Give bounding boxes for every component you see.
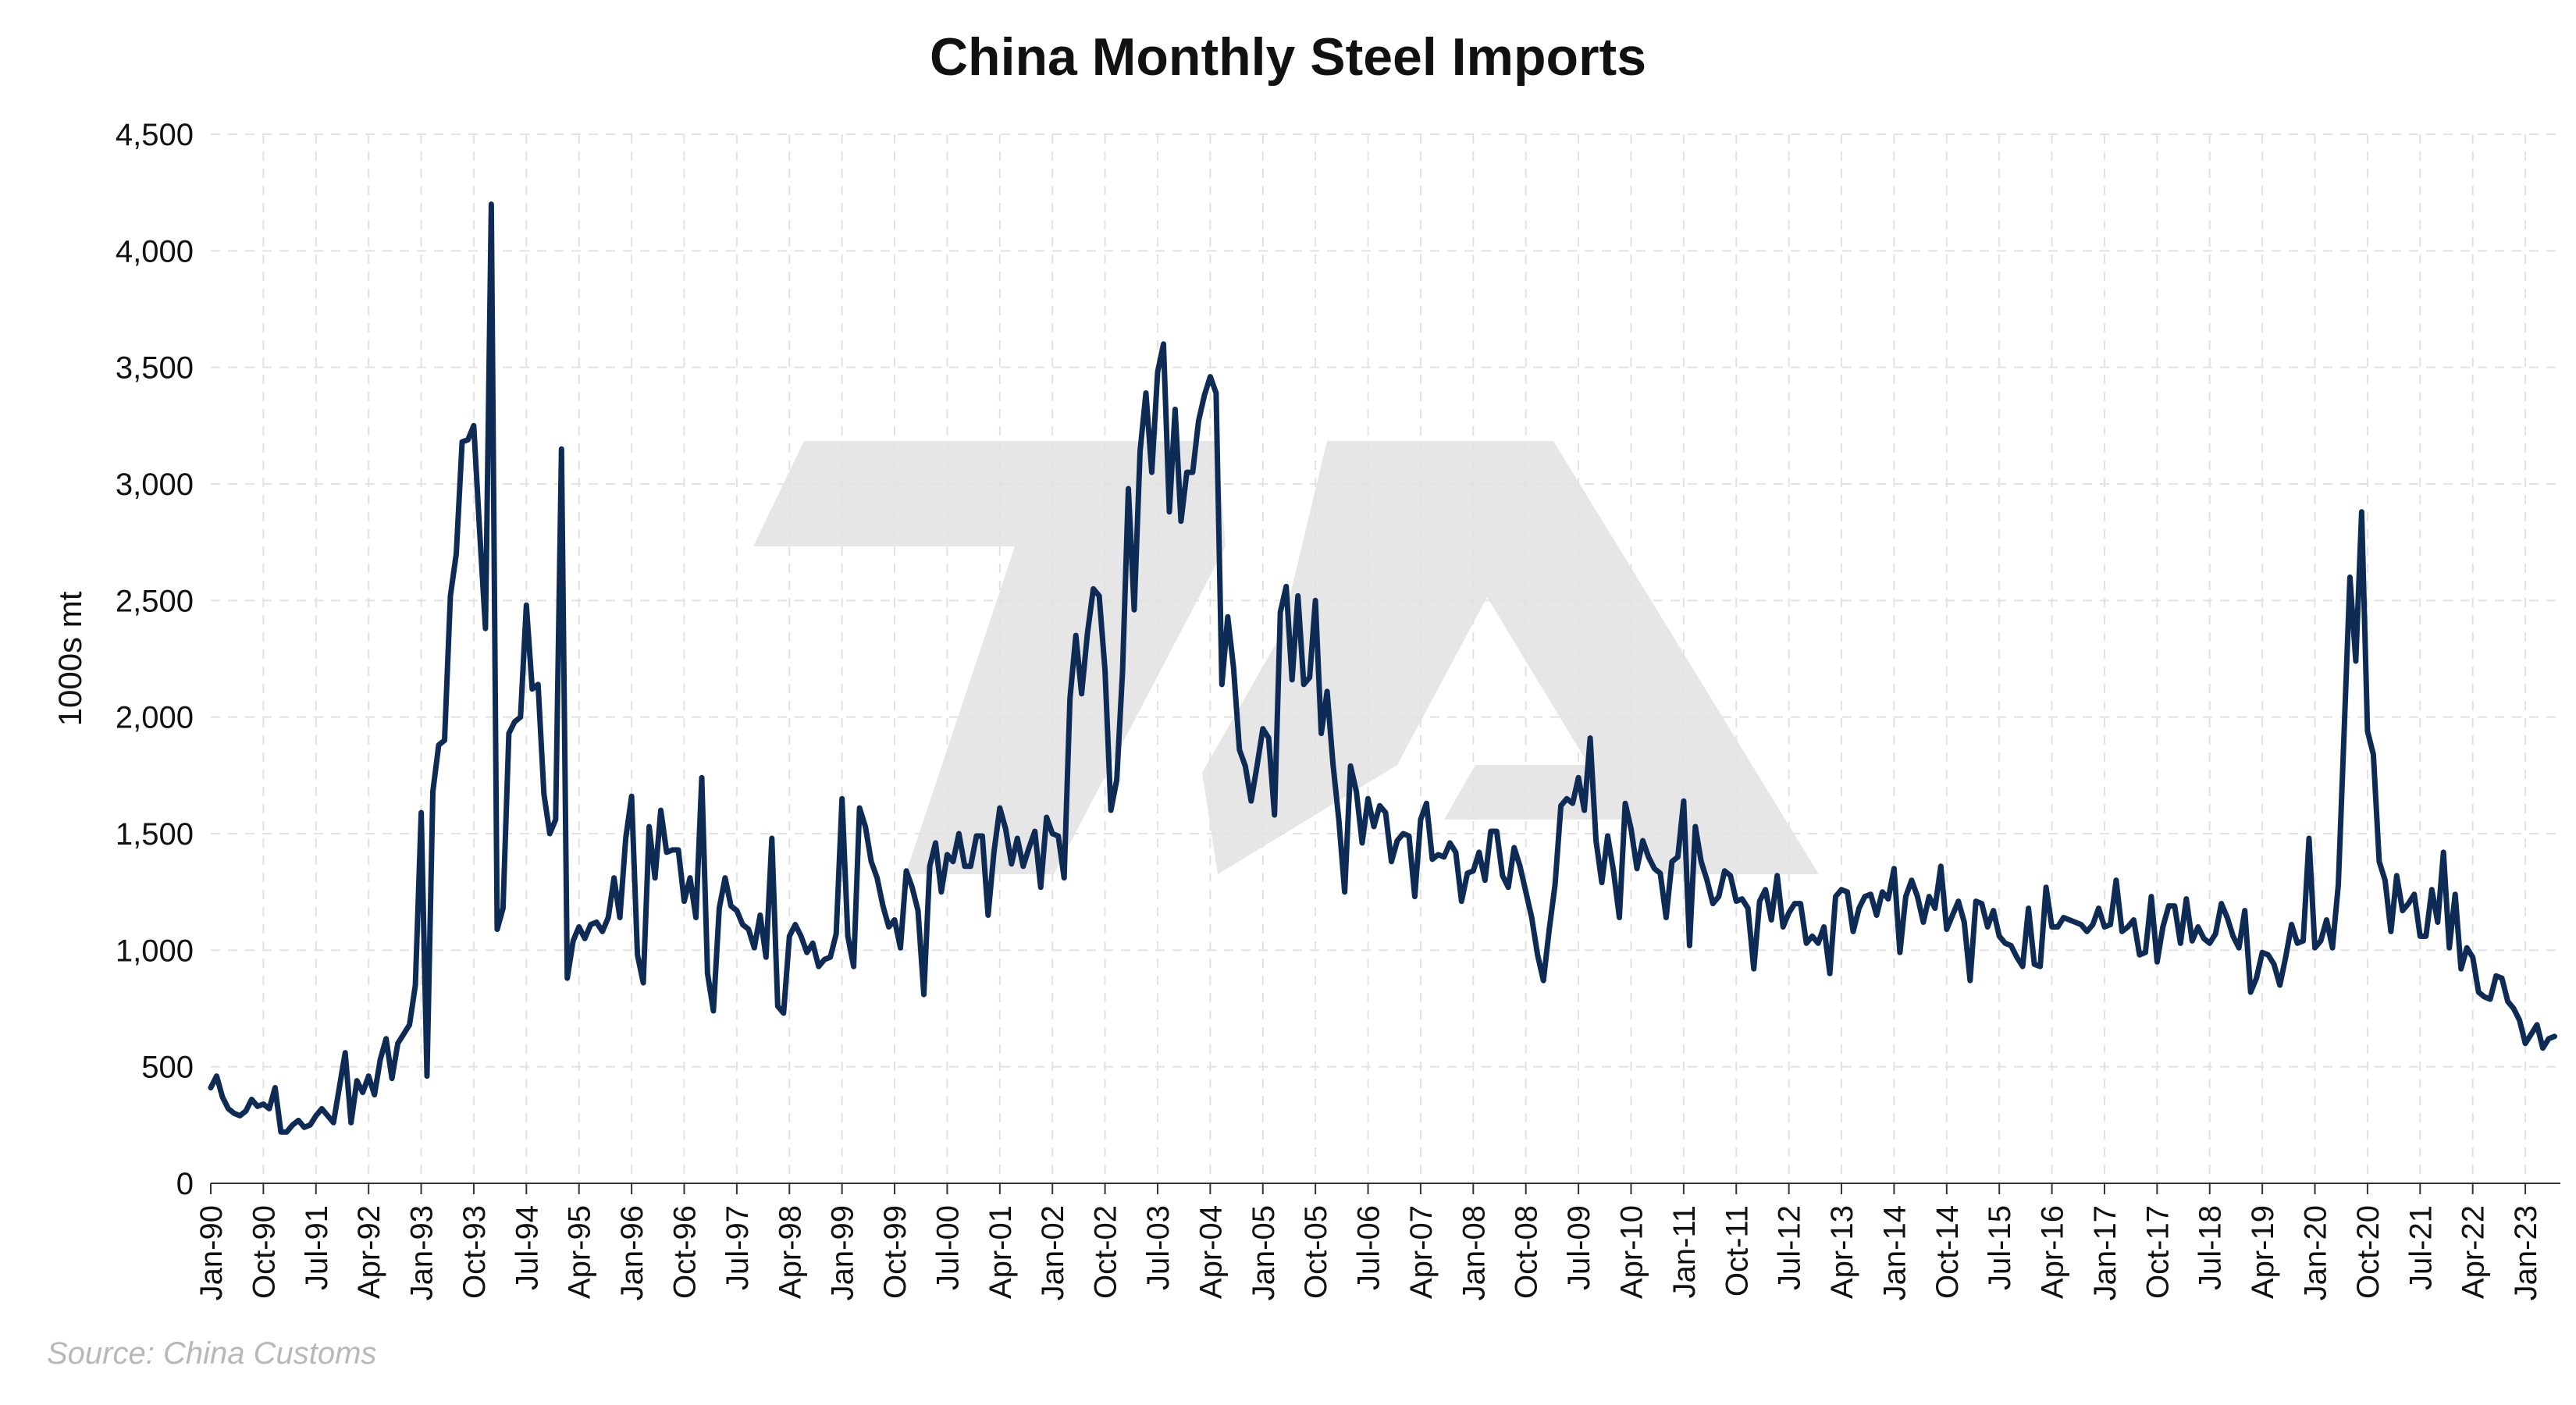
x-tick-label: Apr-92 [352,1205,386,1299]
y-tick-label: 2,500 [116,584,194,618]
x-tick-label: Oct-99 [878,1205,913,1299]
x-tick-label: Jan-05 [1247,1205,1281,1300]
x-tick-label: Jan-99 [826,1205,860,1300]
y-axis-ticks: 0 500 1,000 1,500 2,000 2,500 3,000 3,500 4,000 4… [116,118,194,1201]
x-tick-label: Jan-11 [1667,1205,1702,1298]
x-tick-label: Jan-02 [1036,1205,1070,1300]
x-tick-label: Jan-17 [2088,1205,2122,1300]
x-tick-label: Jan-14 [1877,1205,1912,1300]
x-tick-label: Apr-98 [773,1205,807,1299]
y-tick-label: 3,000 [116,468,194,502]
x-tick-label: Jul-91 [300,1205,334,1290]
axes [210,1183,2560,1194]
x-tick-label: Oct-08 [1510,1205,1544,1299]
logo-watermark [753,441,1819,874]
x-tick-label: Oct-02 [1089,1205,1123,1299]
y-tick-label: 1,000 [116,934,194,968]
x-tick-label: Jan-90 [194,1205,229,1300]
y-tick-label: 3,500 [116,351,194,386]
x-tick-label: Oct-14 [1930,1205,1965,1299]
x-tick-label: Apr-95 [563,1205,597,1299]
x-tick-label: Jan-20 [2299,1205,2333,1300]
x-tick-label: Jul-12 [1773,1205,1807,1290]
x-tick-label: Apr-04 [1194,1205,1228,1299]
x-tick-label: Oct-93 [457,1205,492,1299]
x-tick-label: Jul-03 [1141,1205,1176,1290]
x-tick-label: Jan-93 [405,1205,439,1300]
y-tick-label: 1,500 [116,817,194,852]
y-tick-label: 4,500 [116,118,194,152]
x-tick-label: Jan-23 [2509,1205,2543,1300]
x-tick-label: Oct-20 [2351,1205,2386,1299]
x-tick-label: Jul-06 [1352,1205,1386,1290]
x-tick-label: Oct-96 [667,1205,702,1299]
series-line [208,201,2557,1135]
source-note: Source: China Customs [47,1336,377,1371]
x-tick-label: Apr-13 [1825,1205,1859,1299]
x-tick-label: Oct-05 [1299,1205,1333,1299]
x-tick-label: Apr-16 [2036,1205,2070,1299]
x-tick-label: Jul-15 [1983,1205,2017,1290]
x-tick-label: Apr-22 [2457,1205,2491,1299]
x-tick-label: Jul-97 [720,1205,755,1290]
x-tick-label: Jan-08 [1457,1205,1491,1300]
y-tick-label: 0 [176,1167,194,1201]
x-tick-label: Jul-94 [510,1205,544,1290]
x-tick-label: Jul-09 [1562,1205,1596,1290]
chart-title: China Monthly Steel Imports [929,27,1647,87]
x-tick-label: Jul-18 [2194,1205,2228,1290]
y-tick-label: 4,000 [116,234,194,269]
x-tick-label: Apr-19 [2246,1205,2280,1299]
x-tick-label: Oct-17 [2140,1205,2175,1299]
x-tick-label: Jul-00 [930,1205,965,1290]
x-tick-label: Apr-10 [1614,1205,1649,1299]
x-tick-label: Oct-90 [247,1205,281,1299]
x-tick-label: Apr-07 [1404,1205,1439,1299]
y-tick-label: 2,000 [116,701,194,735]
series-layer [208,201,2557,1135]
x-tick-label: Oct-11 [1720,1205,1754,1297]
x-tick-label: Jul-21 [2403,1205,2438,1290]
x-axis-ticks: Jan-90 Oct-90 Jul-91 Apr-92 Jan-93 Oct-93 Jul-… [194,1205,2543,1300]
x-tick-label: Jan-96 [615,1205,649,1300]
x-tick-label: Apr-01 [984,1205,1018,1299]
y-tick-label: 500 [141,1051,194,1085]
